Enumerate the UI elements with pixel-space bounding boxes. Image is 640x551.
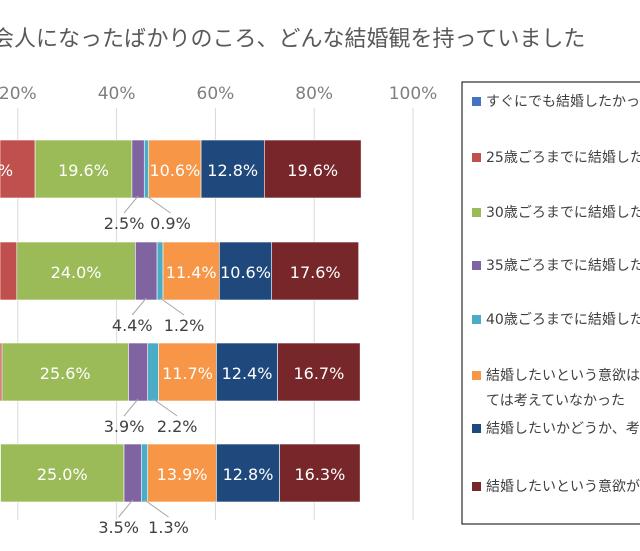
data-label: 24.0% xyxy=(51,263,102,282)
bar-segment xyxy=(264,139,362,199)
leader-line xyxy=(118,499,134,518)
bar-segment xyxy=(141,443,149,503)
bar-segment xyxy=(200,139,265,199)
bar-segment xyxy=(0,241,18,301)
bar-segment xyxy=(162,241,220,301)
legend-label: すぐにでも結婚したかった xyxy=(486,94,640,110)
data-label-outside: 3.5% xyxy=(98,518,139,537)
data-label-outside: 0.9% xyxy=(150,214,191,233)
legend-label: ては考えていなかった xyxy=(486,393,625,409)
bar-segment xyxy=(1,342,129,402)
legend-swatch xyxy=(472,261,481,270)
leader-line xyxy=(123,195,139,214)
bar-segment xyxy=(147,342,159,402)
bar-segment xyxy=(216,342,278,402)
legend-label: 結婚したいという意欲は xyxy=(486,367,640,384)
chart-title: 会人になったばかりのころ、どんな結婚観を持っていました xyxy=(0,27,585,52)
legend: すぐにでも結婚したかった 25歳ごろまでに結婚したい 30歳ごろまでに結婚したい 35… xyxy=(461,81,640,525)
bar-segment xyxy=(0,443,125,503)
bar-segment xyxy=(158,342,217,402)
legend-swatch xyxy=(472,208,481,217)
data-label: 19.6% xyxy=(287,161,338,180)
x-tick-label: 20% xyxy=(0,84,37,104)
x-axis-ticks: 20% 40% 60% 80% 100% xyxy=(0,84,437,104)
bar-segment xyxy=(148,139,202,199)
data-label-outside: 4.4% xyxy=(112,316,153,335)
legend-swatch xyxy=(472,371,481,380)
legend-swatch xyxy=(472,97,481,106)
data-label: 25.6% xyxy=(40,364,91,383)
bar-segment xyxy=(135,241,158,301)
x-tick-label: 80% xyxy=(295,84,333,104)
bar-segment xyxy=(277,342,361,402)
leader-line xyxy=(152,398,178,417)
data-labels: 22.0%19.6%10.6%12.8%19.6%2.5%0.9%18.0%24… xyxy=(0,161,345,537)
data-label: 12.4% xyxy=(222,364,273,383)
legend-label: 結婚したいという意欲が xyxy=(486,478,640,495)
bar-segment xyxy=(16,241,136,301)
bar-segment xyxy=(131,139,145,199)
data-label: 11.4% xyxy=(166,263,217,282)
legend-swatch xyxy=(472,153,481,162)
leader-line xyxy=(159,297,185,316)
leader-line xyxy=(123,398,139,417)
bar-segment xyxy=(123,443,142,503)
x-tick-label: 100% xyxy=(389,84,438,104)
data-label: 16.3% xyxy=(294,465,345,484)
data-label: 13.9% xyxy=(157,465,208,484)
data-label-outside: 1.3% xyxy=(148,518,189,537)
data-label: 10.6% xyxy=(220,263,271,282)
legend-label: 25歳ごろまでに結婚したい xyxy=(486,150,640,166)
legend-swatch xyxy=(472,482,481,491)
x-tick-label: 60% xyxy=(197,84,235,104)
data-label: 12.8% xyxy=(207,161,258,180)
bar-segment xyxy=(156,241,164,301)
data-label: 25.0% xyxy=(37,465,88,484)
legend-box xyxy=(461,81,640,525)
data-label: 12.8% xyxy=(223,465,274,484)
data-label-outside: 1.2% xyxy=(164,316,205,335)
data-label-outside: 2.5% xyxy=(104,214,145,233)
bars xyxy=(0,139,362,503)
leader-line xyxy=(146,195,171,214)
data-label: 16.7% xyxy=(293,364,344,383)
data-label: 10.6% xyxy=(149,161,200,180)
data-label: 19.6% xyxy=(58,161,109,180)
bar-segment xyxy=(147,443,217,503)
data-label: 17.6% xyxy=(290,263,341,282)
leader-line xyxy=(131,297,147,316)
bar-segment xyxy=(271,241,359,301)
bar-segment xyxy=(0,139,36,199)
bar-segment xyxy=(279,443,361,503)
data-label: 22.0% xyxy=(0,161,13,180)
leader-line xyxy=(144,499,169,518)
data-label: 11.7% xyxy=(162,364,213,383)
data-label-outside: 3.9% xyxy=(104,417,145,436)
legend-swatch xyxy=(472,424,481,433)
legend-swatch xyxy=(472,315,481,324)
legend-label: 結婚したいかどうか、考え xyxy=(486,421,640,437)
legend-label: 30歳ごろまでに結婚したい xyxy=(486,205,640,221)
data-label-outside: 2.2% xyxy=(157,417,198,436)
bar-segment xyxy=(216,443,280,503)
bar-segment xyxy=(128,342,149,402)
legend-label: 35歳ごろまでに結婚したい xyxy=(486,258,640,274)
bar-segment xyxy=(143,139,150,199)
x-tick-label: 40% xyxy=(98,84,136,104)
legend-label: 40歳ごろまでに結婚したい xyxy=(486,312,640,328)
